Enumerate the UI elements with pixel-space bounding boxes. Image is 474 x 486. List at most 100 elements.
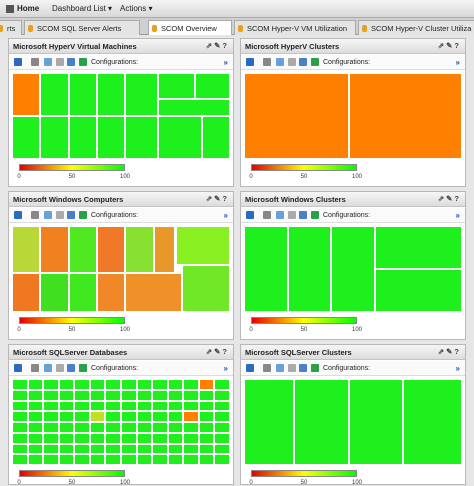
treemap-tile[interactable] xyxy=(74,411,90,422)
treemap-tile[interactable] xyxy=(214,400,230,412)
toolbar-button[interactable] xyxy=(56,58,64,66)
treemap-tile[interactable] xyxy=(12,454,28,465)
treemap-tile[interactable] xyxy=(198,432,215,444)
treemap-tile[interactable] xyxy=(40,73,69,116)
treemap-tile[interactable] xyxy=(58,411,75,422)
treemap-tile[interactable] xyxy=(183,411,199,422)
treemap-tile[interactable] xyxy=(74,432,90,444)
treemap-tile[interactable] xyxy=(198,379,215,390)
treemap-tile[interactable] xyxy=(74,422,90,433)
treemap-tile[interactable] xyxy=(201,116,230,159)
treemap-tile[interactable] xyxy=(183,454,199,465)
treemap-tile[interactable] xyxy=(167,389,184,401)
treemap-tile[interactable] xyxy=(136,400,153,412)
treemap-tile[interactable] xyxy=(27,379,44,390)
tab[interactable]: SCOM Overview xyxy=(148,20,232,35)
treemap-tile[interactable] xyxy=(136,443,153,455)
panel-controls[interactable]: ⇗✎? xyxy=(437,347,461,356)
toolbar-button[interactable] xyxy=(31,211,39,219)
treemap-tile[interactable] xyxy=(89,389,106,401)
treemap-tile[interactable] xyxy=(89,400,106,412)
treemap-tile[interactable] xyxy=(27,411,44,422)
treemap-tile[interactable] xyxy=(74,400,90,412)
treemap-tile[interactable] xyxy=(136,389,153,401)
actions-menu[interactable]: Actions xyxy=(120,4,152,13)
treemap-tile[interactable] xyxy=(214,379,230,390)
toolbar-button[interactable] xyxy=(276,211,284,219)
treemap-tile[interactable] xyxy=(97,226,126,274)
toolbar-button[interactable] xyxy=(246,211,254,219)
treemap-tile[interactable] xyxy=(244,73,349,159)
toolbar-button[interactable] xyxy=(288,58,296,66)
treemap-tile[interactable] xyxy=(27,432,44,444)
treemap-tile[interactable] xyxy=(125,273,183,312)
treemap-tile[interactable] xyxy=(74,454,90,465)
treemap-tile[interactable] xyxy=(43,422,59,433)
treemap-tile[interactable] xyxy=(167,443,184,455)
treemap-tile[interactable] xyxy=(27,422,44,433)
treemap-tile[interactable] xyxy=(167,379,184,390)
treemap-tile[interactable] xyxy=(121,411,137,422)
treemap-tile[interactable] xyxy=(158,116,202,159)
treemap-tile[interactable] xyxy=(43,400,59,412)
treemap-tile[interactable] xyxy=(43,432,59,444)
more-button[interactable]: » xyxy=(223,58,228,67)
toolbar-button[interactable] xyxy=(79,58,87,66)
toolbar-button[interactable] xyxy=(31,364,39,372)
treemap-tile[interactable] xyxy=(68,116,97,159)
treemap-tile[interactable] xyxy=(58,379,75,390)
panel-controls[interactable]: ⇗✎? xyxy=(205,194,229,203)
toolbar-button[interactable] xyxy=(56,211,64,219)
treemap-tile[interactable] xyxy=(74,379,90,390)
treemap-tile[interactable] xyxy=(74,389,90,401)
toolbar-button[interactable] xyxy=(288,364,296,372)
treemap-tile[interactable] xyxy=(43,411,59,422)
treemap-tile[interactable] xyxy=(183,379,199,390)
treemap-tile[interactable] xyxy=(121,400,137,412)
treemap-tile[interactable] xyxy=(89,422,106,433)
treemap-tile[interactable] xyxy=(89,411,106,422)
treemap-tile[interactable] xyxy=(121,443,137,455)
toolbar-button[interactable] xyxy=(79,364,87,372)
treemap-tile[interactable] xyxy=(12,422,28,433)
treemap-tile[interactable] xyxy=(198,454,215,465)
treemap-tile[interactable] xyxy=(198,389,215,401)
toolbar-button[interactable] xyxy=(299,364,307,372)
home-link[interactable]: Home xyxy=(17,4,40,13)
treemap-tile[interactable] xyxy=(214,454,230,465)
panel-controls[interactable]: ⇗✎? xyxy=(205,41,229,50)
treemap-tile[interactable] xyxy=(105,411,121,422)
treemap-tile[interactable] xyxy=(348,379,404,465)
treemap-tile[interactable] xyxy=(68,226,97,274)
treemap-tile[interactable] xyxy=(348,73,462,159)
treemap-tile[interactable] xyxy=(198,443,215,455)
treemap-tile[interactable] xyxy=(121,432,137,444)
treemap-tile[interactable] xyxy=(167,400,184,412)
treemap-tile[interactable] xyxy=(12,226,41,274)
treemap-tile[interactable] xyxy=(214,432,230,444)
toolbar-button[interactable] xyxy=(311,364,319,372)
treemap-tile[interactable] xyxy=(136,379,153,390)
treemap-tile[interactable] xyxy=(182,264,230,312)
toolbar-button[interactable] xyxy=(299,58,307,66)
more-button[interactable]: » xyxy=(455,211,460,220)
treemap-tile[interactable] xyxy=(121,422,137,433)
treemap-tile[interactable] xyxy=(294,379,349,465)
treemap-tile[interactable] xyxy=(43,379,59,390)
treemap-tile[interactable] xyxy=(136,411,153,422)
treemap-tile[interactable] xyxy=(136,454,153,465)
treemap-tile[interactable] xyxy=(403,379,462,465)
treemap-tile[interactable] xyxy=(12,379,28,390)
treemap-tile[interactable] xyxy=(105,379,121,390)
treemap-tile[interactable] xyxy=(214,422,230,433)
toolbar-button[interactable] xyxy=(276,364,284,372)
treemap-tile[interactable] xyxy=(74,443,90,455)
treemap-tile[interactable] xyxy=(97,116,126,159)
treemap-tile[interactable] xyxy=(58,432,75,444)
treemap-tile[interactable] xyxy=(152,432,168,444)
toolbar-button[interactable] xyxy=(31,58,39,66)
treemap-tile[interactable] xyxy=(97,273,126,312)
treemap-tile[interactable] xyxy=(40,226,69,274)
treemap-tile[interactable] xyxy=(152,379,168,390)
toolbar-button[interactable] xyxy=(14,58,22,66)
